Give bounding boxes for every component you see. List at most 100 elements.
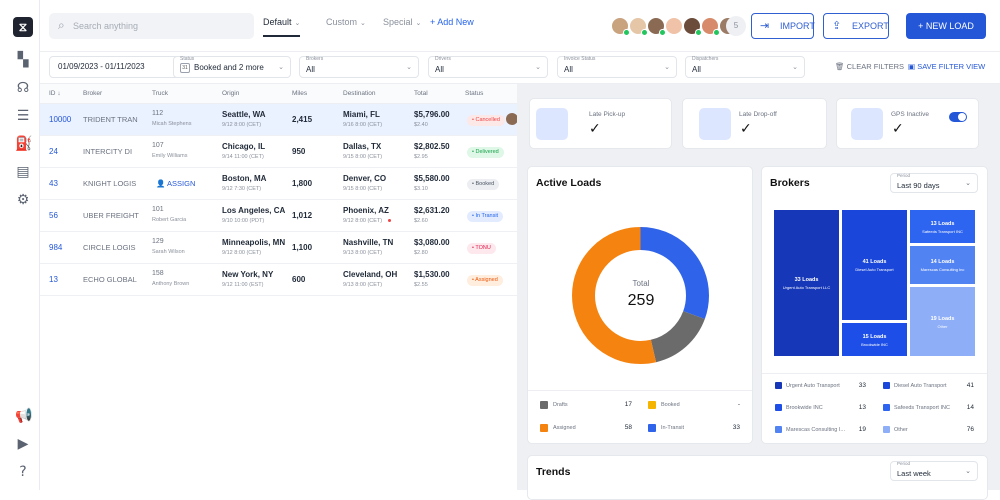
table-row[interactable]: 56 UBER FREIGHT 101 Robert Garcia Los Angele… — [40, 200, 517, 232]
invoice-status-filter[interactable]: Invoice Status All ⌄ — [557, 56, 677, 78]
table-row[interactable]: 984 CIRCLE LOGIS 129 Sarah Wilson Minneapoli… — [40, 232, 517, 264]
avatar[interactable] — [646, 16, 666, 36]
avatar[interactable] — [682, 16, 702, 36]
add-new-tab-button[interactable]: + Add New — [430, 17, 474, 27]
column-header-id[interactable]: ID ↓ — [49, 90, 61, 97]
legend-swatch — [883, 404, 890, 411]
column-header-status[interactable]: Status — [465, 90, 484, 97]
chevron-down-icon: ⌄ — [278, 64, 284, 71]
miles: 600 — [292, 275, 306, 284]
load-id-link[interactable]: 24 — [49, 147, 58, 156]
avatar[interactable] — [628, 16, 648, 36]
header-label: ID — [49, 90, 56, 97]
grid-icon[interactable]: ▚ — [17, 52, 29, 68]
load-id-link[interactable]: 43 — [49, 179, 58, 188]
load-id-link[interactable]: 10000 — [49, 115, 72, 124]
document-icon[interactable]: ▤ — [16, 164, 30, 180]
tab-default[interactable]: Default ⌄ — [263, 17, 301, 37]
total-amount: $2,802.50 — [414, 142, 450, 151]
app-logo[interactable]: ⧖ — [13, 17, 33, 37]
load-id-link[interactable]: 56 — [49, 211, 58, 220]
treemap-tile[interactable]: 15 Loads Brookwide INC — [841, 322, 908, 357]
settings-icon[interactable]: ⚙ — [16, 192, 30, 208]
clear-filters-label: CLEAR FILTERS — [846, 62, 904, 71]
search-input[interactable] — [73, 13, 248, 39]
avatar[interactable] — [610, 16, 630, 36]
new-load-button[interactable]: + NEW LOAD — [906, 13, 986, 39]
driver-name: Robert Garcia — [152, 217, 187, 223]
truck-number: 101 — [152, 206, 164, 213]
period-value: Last 90 days — [897, 181, 940, 190]
metric-card-late-pickup[interactable]: Late Pick-up ✓ — [529, 98, 672, 149]
gps-toggle[interactable] — [949, 112, 967, 122]
treemap-tile[interactable]: 14 Loads Marescas Consulting Inc — [909, 245, 976, 285]
column-header-truck[interactable]: Truck — [152, 90, 169, 97]
avatar[interactable] — [664, 16, 684, 36]
clear-filters-button[interactable]: 🗑 CLEAR FILTERS — [835, 62, 904, 71]
legend-label: Other — [894, 427, 908, 433]
table-row[interactable]: 43 KNIGHT LOGIS 👤 ASSIGN Boston, MA 9/12 7:3… — [40, 168, 517, 200]
truck-number: 112 — [152, 110, 164, 117]
assign-button[interactable]: 👤 ASSIGN — [156, 179, 195, 188]
table-row[interactable]: 24 INTERCITY DI 107 Emily Williams Chicago, … — [40, 136, 517, 168]
column-header-origin[interactable]: Origin — [222, 90, 240, 97]
tab-custom[interactable]: Custom ⌄ — [326, 17, 366, 37]
miles: 950 — [292, 147, 306, 156]
export-button[interactable]: ⇪ EXPORT — [823, 13, 889, 39]
megaphone-icon[interactable]: 📢 — [15, 408, 33, 424]
metric-title: Late Pick-up — [589, 111, 626, 118]
broker-name: ECHO GLOBAL — [83, 275, 137, 284]
legend-label: In-Transit — [661, 425, 685, 431]
avatar[interactable] — [700, 16, 720, 36]
import-button[interactable]: ⇥ IMPORT — [751, 13, 815, 39]
status-filter[interactable]: Status 31 Booked and 2 more ⌄ — [173, 56, 291, 78]
filter-label: Status — [180, 56, 195, 62]
avatar[interactable] — [506, 113, 518, 125]
sidebar: ⧖ ▚ ☊ ☰ ⛽ ▤ ⚙ 📢 ▶ ? — [0, 0, 40, 490]
column-header-total[interactable]: Total — [414, 90, 428, 97]
treemap-tile[interactable]: 13 Loads Safeeds Transport INC — [909, 209, 976, 244]
column-header-destination[interactable]: Destination — [343, 90, 376, 97]
trends-period-select[interactable]: Period Last week ⌄ — [890, 461, 978, 481]
load-id-link[interactable]: 13 — [49, 275, 58, 284]
column-header-broker[interactable]: Broker — [83, 90, 103, 97]
destination-city: Denver, CO — [343, 174, 387, 183]
total-amount: $2,631.20 — [414, 206, 450, 215]
treemap-tile[interactable]: 33 Loads Urgent Auto Transport LLC — [773, 209, 840, 357]
headset-icon[interactable]: ☊ — [16, 80, 30, 96]
filter-label: Invoice Status — [564, 56, 596, 62]
destination-city: Phoenix, AZ — [343, 206, 389, 215]
dispatchers-filter[interactable]: Dispatchers All ⌄ — [685, 56, 805, 78]
stack-icon[interactable]: ☰ — [16, 108, 30, 124]
treemap-tile[interactable]: 41 Loads Diesel Auto Transport — [841, 209, 908, 321]
metric-card-late-dropoff[interactable]: Late Drop-off ✓ — [682, 98, 827, 149]
help-icon[interactable]: ? — [19, 464, 27, 480]
trends-card: Trends Period Last week ⌄ — [527, 455, 988, 500]
play-icon[interactable]: ▶ — [17, 436, 29, 452]
avatar-overflow-count[interactable]: 5 — [726, 16, 746, 36]
gps-off-icon — [851, 108, 883, 140]
donut-slice-assigned[interactable] — [572, 227, 709, 364]
search-box[interactable]: ⌕ — [49, 13, 254, 39]
fuel-icon[interactable]: ⛽ — [15, 136, 33, 152]
tile-loads: 41 Loads — [862, 259, 887, 265]
table-row[interactable]: 13 ECHO GLOBAL 158 Anthony Brown New York, N… — [40, 264, 517, 296]
brokers-period-select[interactable]: Period Last 90 days ⌄ — [890, 173, 978, 193]
total-amount: $5,796.00 — [414, 110, 450, 119]
save-filter-view-button[interactable]: ▣ SAVE FILTER VIEW — [908, 62, 985, 71]
add-user-icon: 👤 — [156, 179, 166, 188]
card-title: Trends — [536, 466, 571, 478]
metric-card-gps-inactive[interactable]: GPS Inactive ✓ — [836, 98, 979, 149]
date-range-picker[interactable]: 01/09/2023 - 01/11/2023 — [49, 56, 181, 78]
chevron-down-icon: ⌄ — [664, 64, 670, 71]
load-id-link[interactable]: 984 — [49, 243, 63, 252]
origin-city: Minneapolis, MN — [222, 238, 286, 247]
brokers-filter[interactable]: Brokers All ⌄ — [299, 56, 419, 78]
column-header-miles[interactable]: Miles — [292, 90, 308, 97]
tab-special[interactable]: Special ⌄ — [383, 17, 421, 37]
divider — [528, 390, 752, 391]
legend-swatch — [648, 401, 656, 409]
table-row[interactable]: 10000 TRIDENT TRAN 112 Micah Stephens Seattl… — [40, 104, 518, 136]
drivers-filter[interactable]: Drivers All ⌄ — [428, 56, 548, 78]
treemap-tile[interactable]: 19 Loads Other — [909, 286, 976, 357]
